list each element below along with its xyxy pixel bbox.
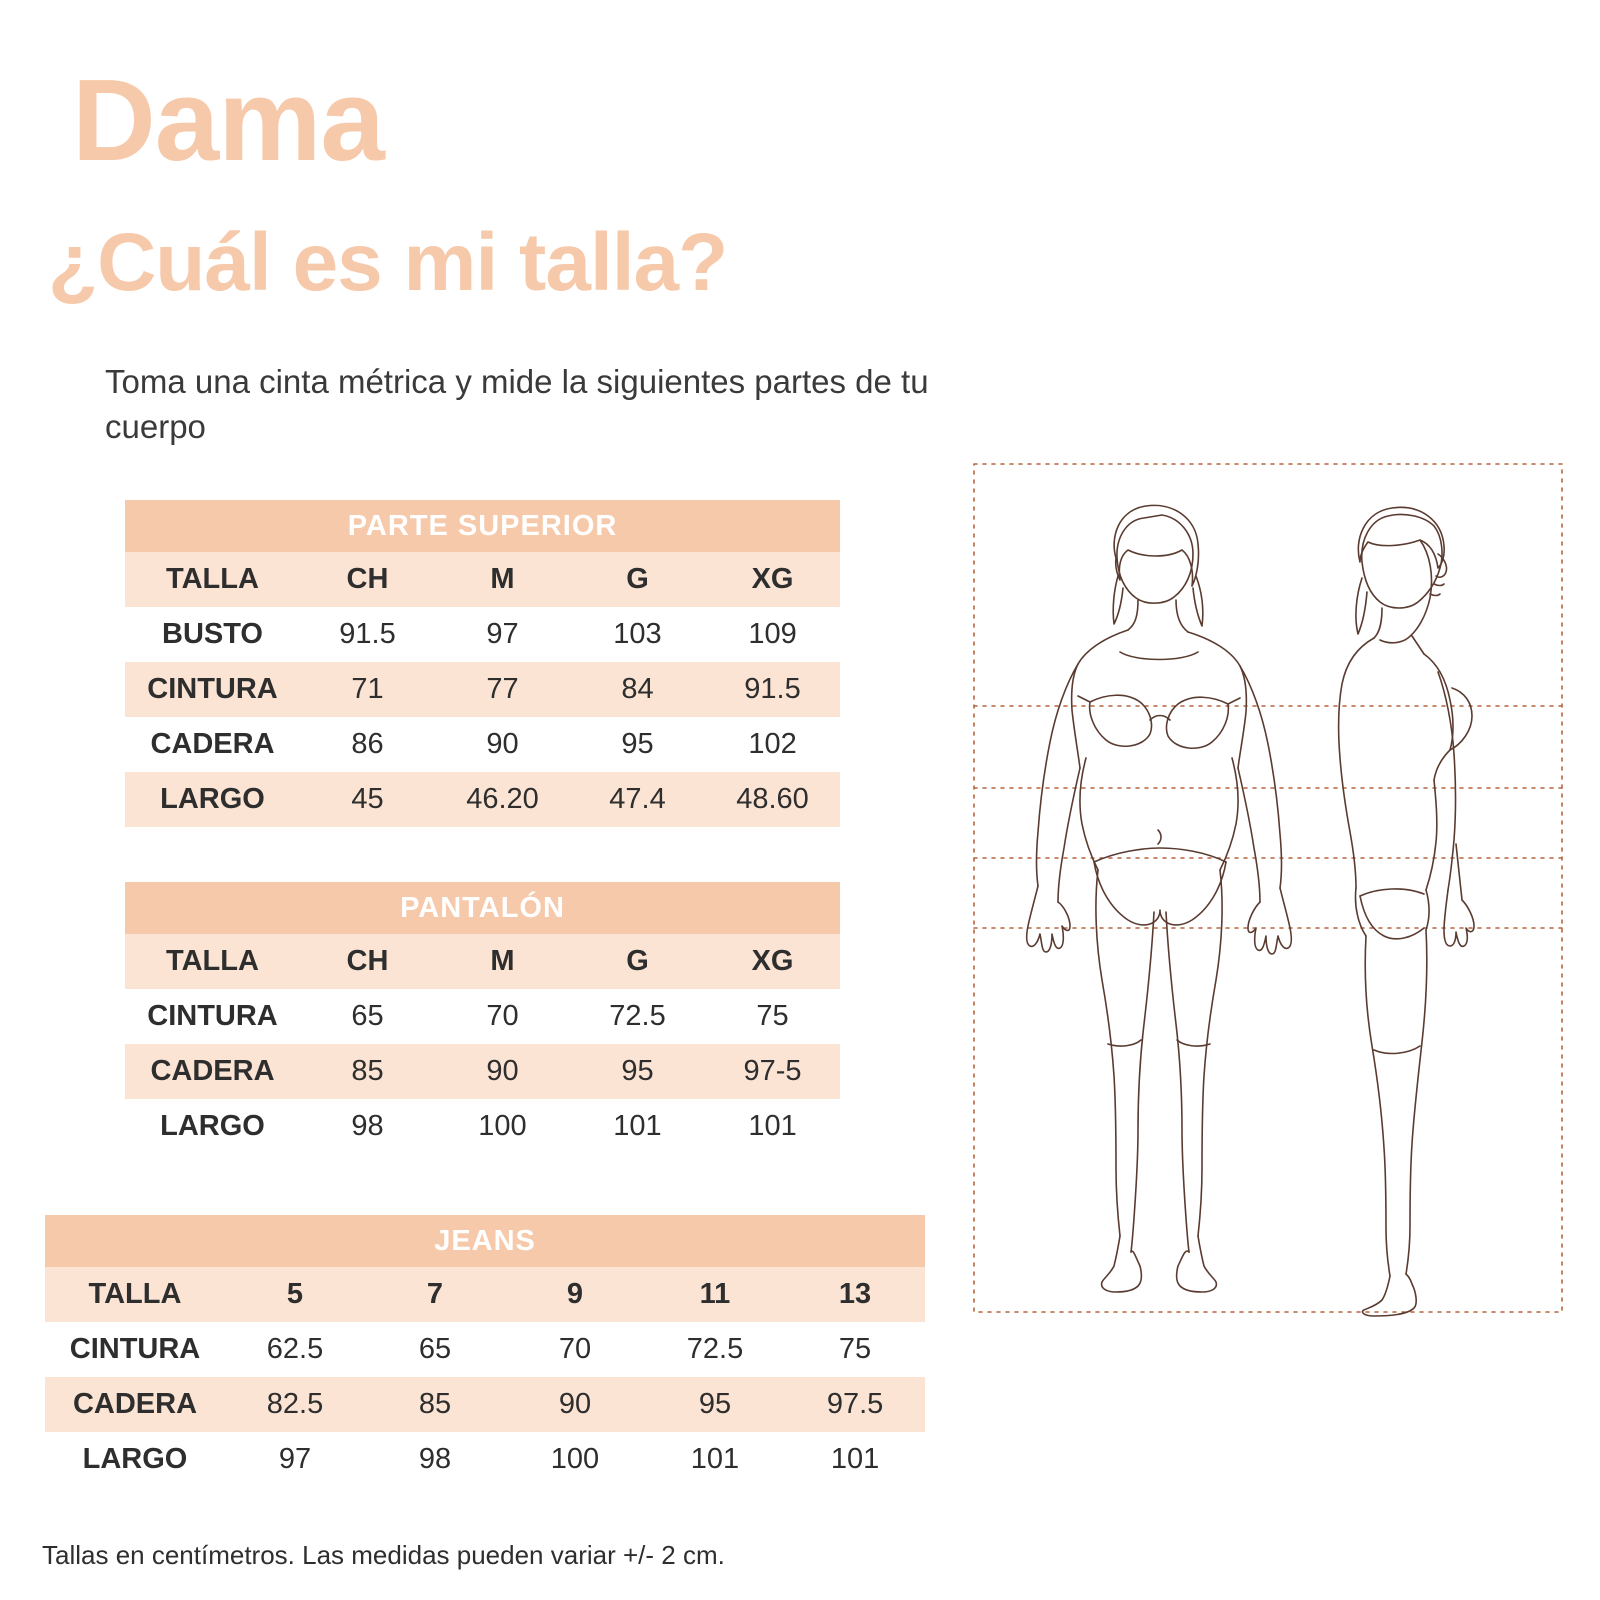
cell-value: 90 <box>505 1377 645 1432</box>
cell-value: 101 <box>645 1432 785 1487</box>
cell-value: 91.5 <box>705 662 841 717</box>
cell-value: 85 <box>300 1044 435 1099</box>
table-row: CINTURA 71 77 84 91.5 <box>125 662 841 717</box>
footnote-text: Tallas en centímetros. Las medidas puede… <box>42 1540 725 1570</box>
column-header: M <box>435 552 570 607</box>
column-header: TALLA <box>45 1267 225 1322</box>
table-row: BUSTO 91.5 97 103 109 <box>125 607 841 662</box>
column-header: G <box>570 934 705 989</box>
band-label: PANTALÓN <box>125 882 841 934</box>
cell-value: 103 <box>570 607 705 662</box>
cell-value: 109 <box>705 607 841 662</box>
cell-value: 85 <box>365 1377 505 1432</box>
cell-value: 70 <box>505 1322 645 1377</box>
row-label: CINTURA <box>125 662 300 717</box>
table-row: TALLA CH M G XG <box>125 552 841 607</box>
cell-value: 98 <box>300 1099 435 1154</box>
cell-value: 86 <box>300 717 435 772</box>
cell-value: 70 <box>435 989 570 1044</box>
cell-value: 91.5 <box>300 607 435 662</box>
table-row: TALLA 5 7 9 11 13 <box>45 1267 926 1322</box>
row-label: BUSTO <box>125 607 300 662</box>
table-band-header: JEANS <box>45 1215 926 1267</box>
table-row: LARGO 98 100 101 101 <box>125 1099 841 1154</box>
table-row: TALLA CH M G XG <box>125 934 841 989</box>
row-label: CINTURA <box>45 1322 225 1377</box>
column-header: TALLA <box>125 934 300 989</box>
table-row: CADERA 86 90 95 102 <box>125 717 841 772</box>
cell-value: 101 <box>705 1099 841 1154</box>
table-row: LARGO 97 98 100 101 101 <box>45 1432 926 1487</box>
cell-value: 46.20 <box>435 772 570 827</box>
band-label: PARTE SUPERIOR <box>125 500 841 552</box>
cell-value: 72.5 <box>570 989 705 1044</box>
row-label: LARGO <box>45 1432 225 1487</box>
cell-value: 95 <box>570 1044 705 1099</box>
row-label: CINTURA <box>125 989 300 1044</box>
column-header: CH <box>300 552 435 607</box>
column-header: 9 <box>505 1267 645 1322</box>
row-label: CADERA <box>45 1377 225 1432</box>
cell-value: 97 <box>225 1432 365 1487</box>
row-label: CADERA <box>125 717 300 772</box>
cell-value: 72.5 <box>645 1322 785 1377</box>
cell-value: 100 <box>435 1099 570 1154</box>
cell-value: 71 <box>300 662 435 717</box>
column-header: 7 <box>365 1267 505 1322</box>
row-label: LARGO <box>125 772 300 827</box>
table-band-header: PARTE SUPERIOR <box>125 500 841 552</box>
table-row: LARGO 45 46.20 47.4 48.60 <box>125 772 841 827</box>
cell-value: 48.60 <box>705 772 841 827</box>
table-parte-superior: PARTE SUPERIOR TALLA CH M G XG BUSTO 91.… <box>125 500 841 827</box>
band-label: JEANS <box>45 1215 926 1267</box>
table-row: CADERA 82.5 85 90 95 97.5 <box>45 1377 926 1432</box>
cell-value: 100 <box>505 1432 645 1487</box>
body-measurement-illustration <box>968 458 1568 1318</box>
column-header: M <box>435 934 570 989</box>
cell-value: 62.5 <box>225 1322 365 1377</box>
table-row: CINTURA 65 70 72.5 75 <box>125 989 841 1044</box>
column-header: 5 <box>225 1267 365 1322</box>
cell-value: 97 <box>435 607 570 662</box>
cell-value: 98 <box>365 1432 505 1487</box>
cell-value: 95 <box>570 717 705 772</box>
cell-value: 101 <box>785 1432 926 1487</box>
instructions-text: Toma una cinta métrica y mide la siguien… <box>105 363 929 445</box>
cell-value: 77 <box>435 662 570 717</box>
column-header: TALLA <box>125 552 300 607</box>
cell-value: 82.5 <box>225 1377 365 1432</box>
cell-value: 45 <box>300 772 435 827</box>
row-label: CADERA <box>125 1044 300 1099</box>
cell-value: 101 <box>570 1099 705 1154</box>
cell-value: 97-5 <box>705 1044 841 1099</box>
cell-value: 47.4 <box>570 772 705 827</box>
cell-value: 95 <box>645 1377 785 1432</box>
column-header: XG <box>705 934 841 989</box>
table-row: CADERA 85 90 95 97-5 <box>125 1044 841 1099</box>
table-pantalon: PANTALÓN TALLA CH M G XG CINTURA 65 70 7… <box>125 882 841 1154</box>
column-header: 11 <box>645 1267 785 1322</box>
page-title: Dama <box>72 55 385 185</box>
column-header: G <box>570 552 705 607</box>
column-header: CH <box>300 934 435 989</box>
cell-value: 75 <box>785 1322 926 1377</box>
table-band-header: PANTALÓN <box>125 882 841 934</box>
cell-value: 65 <box>300 989 435 1044</box>
cell-value: 90 <box>435 1044 570 1099</box>
row-label: LARGO <box>125 1099 300 1154</box>
page-subtitle-question: ¿Cuál es mi talla? <box>48 217 728 308</box>
cell-value: 90 <box>435 717 570 772</box>
cell-value: 75 <box>705 989 841 1044</box>
table-jeans: JEANS TALLA 5 7 9 11 13 CINTURA 62.5 65 … <box>45 1215 926 1487</box>
cell-value: 84 <box>570 662 705 717</box>
column-header: XG <box>705 552 841 607</box>
table-row: CINTURA 62.5 65 70 72.5 75 <box>45 1322 926 1377</box>
cell-value: 102 <box>705 717 841 772</box>
cell-value: 65 <box>365 1322 505 1377</box>
column-header: 13 <box>785 1267 926 1322</box>
cell-value: 97.5 <box>785 1377 926 1432</box>
